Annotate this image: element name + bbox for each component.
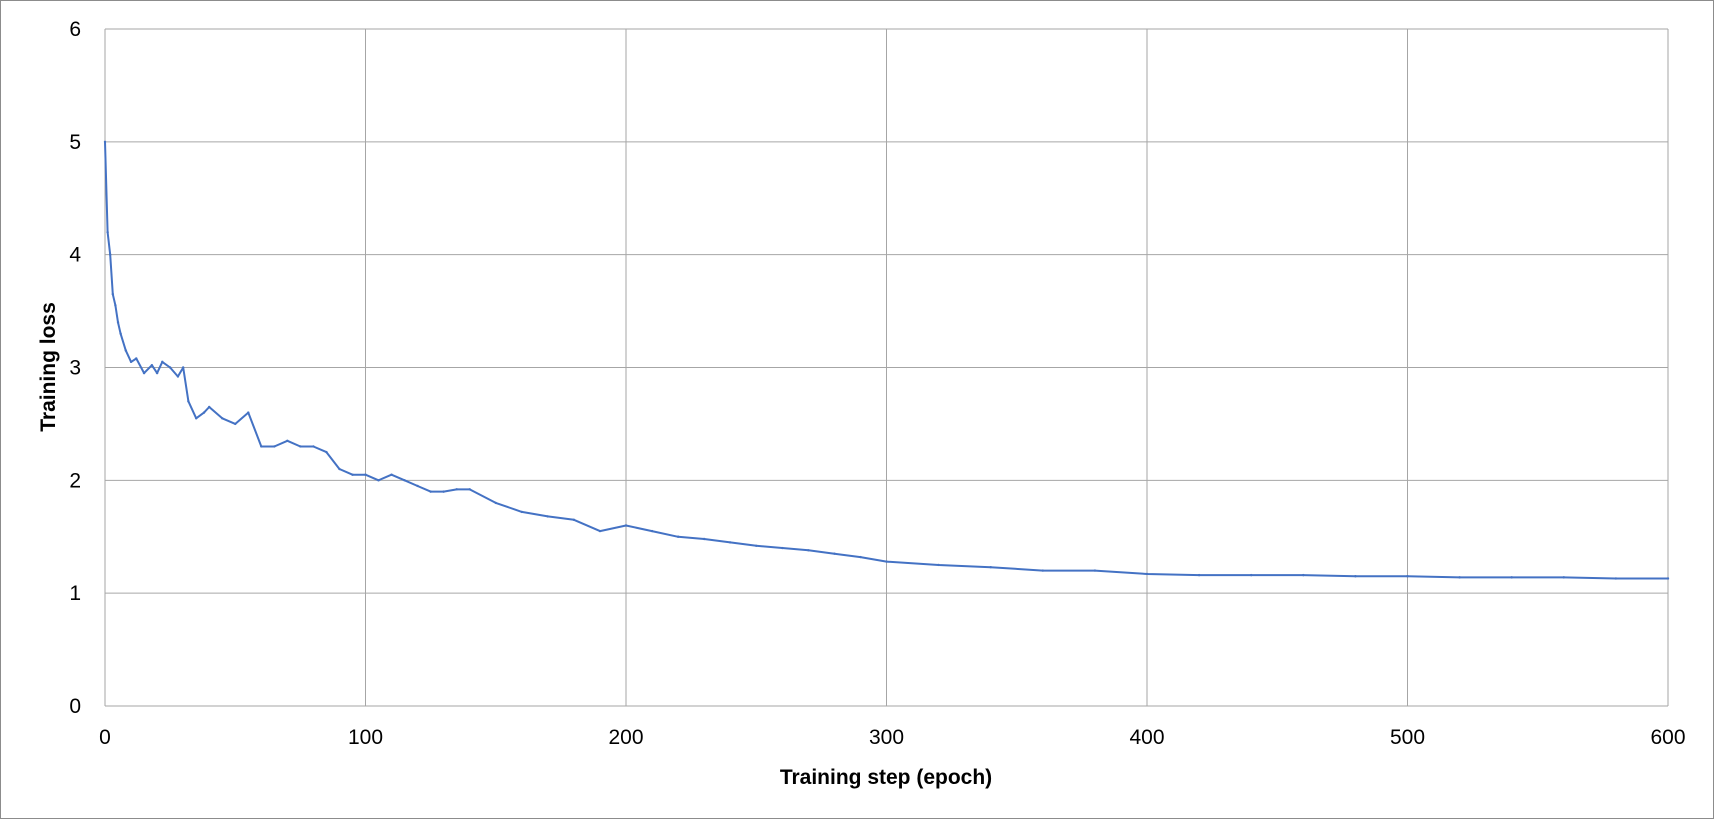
- data-point: [364, 473, 367, 476]
- y-tick-label: 1: [69, 582, 81, 605]
- data-point: [546, 515, 550, 518]
- data-point: [650, 529, 654, 533]
- data-point: [194, 417, 198, 420]
- data-point: [119, 332, 122, 335]
- y-tick-label: 6: [69, 18, 81, 41]
- data-point: [1614, 577, 1618, 580]
- data-point: [208, 405, 211, 409]
- data-point: [109, 253, 112, 256]
- data-point: [202, 411, 206, 414]
- data-point: [221, 417, 224, 420]
- data-point: [455, 488, 458, 491]
- data-point: [1510, 576, 1513, 579]
- data-point: [1666, 577, 1670, 580]
- data-point: [1354, 575, 1357, 578]
- data-point: [442, 490, 445, 493]
- data-point: [494, 501, 497, 505]
- data-point: [1562, 576, 1566, 579]
- x-tick-label: 500: [1390, 726, 1425, 749]
- data-point: [416, 484, 419, 488]
- data-point: [676, 535, 680, 538]
- series-layer: [103, 140, 1670, 580]
- data-point: [1458, 576, 1461, 579]
- y-tick-label: 2: [69, 469, 81, 492]
- y-axis-title: Training loss: [37, 302, 60, 432]
- data-point: [1041, 569, 1045, 572]
- data-point: [520, 510, 523, 514]
- data-point: [572, 518, 576, 522]
- data-point: [468, 488, 471, 491]
- data-point: [937, 563, 940, 567]
- data-point: [807, 549, 810, 552]
- series-line: [104, 141, 1668, 580]
- data-point: [989, 566, 992, 569]
- data-point: [103, 140, 107, 144]
- data-point: [325, 450, 328, 454]
- data-point: [833, 552, 836, 555]
- x-axis-title: Training step (epoch): [780, 766, 992, 789]
- y-tick-label: 4: [69, 244, 81, 267]
- data-point: [260, 445, 263, 448]
- data-point: [885, 560, 888, 563]
- data-point: [403, 479, 406, 482]
- y-tick-label: 3: [69, 357, 81, 380]
- gridlines: [104, 28, 1669, 707]
- data-point: [1250, 573, 1253, 577]
- data-point: [729, 541, 732, 544]
- data-point: [1093, 569, 1097, 572]
- data-point: [155, 371, 159, 375]
- data-point: [181, 366, 185, 369]
- data-point: [702, 537, 706, 541]
- x-tick-label: 200: [608, 726, 643, 749]
- data-point: [176, 375, 180, 378]
- y-axis-ticks: 0 1 2 3 4 5 6: [69, 18, 81, 718]
- data-point: [124, 349, 128, 352]
- data-point: [273, 445, 276, 448]
- data-point: [106, 230, 109, 234]
- x-axis-ticks: 0 100 200 300 400 500 600: [99, 726, 1685, 749]
- data-point: [429, 490, 432, 493]
- x-tick-label: 600: [1650, 726, 1685, 749]
- data-point: [338, 467, 341, 471]
- x-tick-label: 100: [348, 726, 383, 749]
- data-point: [129, 360, 133, 364]
- data-point: [234, 422, 237, 426]
- data-point: [598, 529, 602, 533]
- x-tick-label: 300: [869, 726, 904, 749]
- data-point: [150, 364, 154, 367]
- data-point: [135, 357, 138, 360]
- data-point: [111, 292, 115, 296]
- data-point: [1145, 572, 1149, 576]
- data-point: [114, 304, 117, 307]
- data-point: [1302, 573, 1305, 577]
- data-point: [859, 555, 862, 559]
- data-point: [624, 524, 628, 527]
- data-point: [755, 544, 758, 547]
- data-point: [116, 321, 120, 324]
- y-tick-label: 0: [69, 695, 81, 718]
- data-point: [286, 439, 289, 443]
- data-point: [781, 546, 784, 550]
- data-point: [299, 445, 302, 448]
- data-point: [390, 473, 393, 476]
- data-point: [312, 445, 315, 448]
- data-point: [247, 411, 250, 414]
- data-point: [187, 400, 190, 403]
- data-point: [377, 479, 380, 482]
- y-tick-label: 5: [69, 131, 81, 154]
- data-point: [1197, 573, 1201, 577]
- data-point: [161, 360, 164, 364]
- data-point: [1406, 575, 1409, 578]
- data-point: [142, 371, 146, 375]
- x-tick-label: 0: [99, 726, 111, 749]
- data-point: [168, 366, 172, 369]
- data-point: [351, 473, 354, 476]
- x-tick-label: 400: [1129, 726, 1164, 749]
